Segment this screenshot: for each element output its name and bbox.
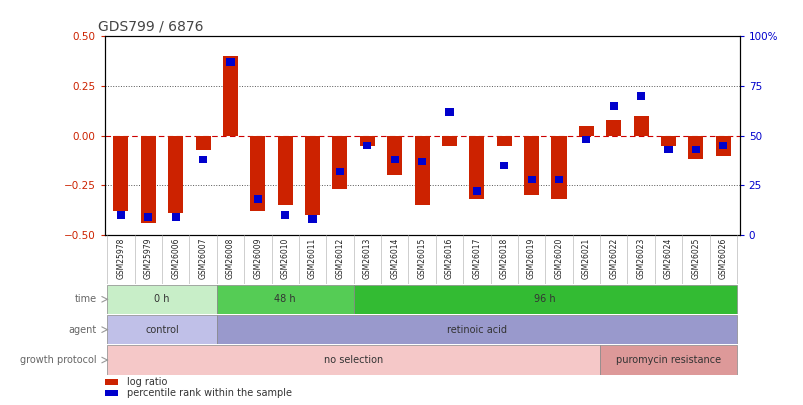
Text: GSM26021: GSM26021 xyxy=(581,237,590,279)
Bar xyxy=(581,136,589,143)
Text: GSM26010: GSM26010 xyxy=(280,237,289,279)
Bar xyxy=(599,345,736,375)
Bar xyxy=(168,136,183,213)
Bar xyxy=(442,136,456,146)
Text: GSM26018: GSM26018 xyxy=(499,237,508,279)
Text: 96 h: 96 h xyxy=(534,294,556,304)
Text: GSM26024: GSM26024 xyxy=(663,237,672,279)
Bar xyxy=(715,136,730,156)
Bar xyxy=(226,58,234,66)
Text: GSM26016: GSM26016 xyxy=(444,237,454,279)
Text: GSM26012: GSM26012 xyxy=(335,237,344,279)
Bar xyxy=(171,213,180,221)
Bar xyxy=(390,156,398,163)
Bar xyxy=(113,136,128,211)
Bar xyxy=(718,142,727,149)
Bar xyxy=(195,136,210,149)
Bar xyxy=(353,285,736,314)
Bar xyxy=(250,136,265,211)
Bar xyxy=(660,136,675,146)
Bar xyxy=(524,136,539,195)
Bar xyxy=(141,136,156,223)
Bar xyxy=(222,56,238,136)
Text: retinoic acid: retinoic acid xyxy=(446,325,506,335)
Bar xyxy=(116,211,125,219)
Text: percentile rank within the sample: percentile rank within the sample xyxy=(127,388,291,399)
Bar xyxy=(472,188,480,195)
Text: GSM26025: GSM26025 xyxy=(691,237,699,279)
Bar xyxy=(387,136,402,175)
Text: GSM25979: GSM25979 xyxy=(144,237,153,279)
Bar xyxy=(254,195,262,203)
Bar xyxy=(104,390,118,396)
Text: GSM26007: GSM26007 xyxy=(198,237,207,279)
Bar xyxy=(107,345,599,375)
Bar xyxy=(336,168,344,175)
Text: GSM26008: GSM26008 xyxy=(226,237,234,279)
Bar xyxy=(281,211,289,219)
Bar xyxy=(107,285,217,314)
Text: growth protocol: growth protocol xyxy=(20,355,96,365)
Bar xyxy=(304,136,320,215)
Bar xyxy=(360,136,374,146)
Text: 48 h: 48 h xyxy=(274,294,296,304)
Bar xyxy=(496,136,512,146)
Text: no selection: no selection xyxy=(324,355,383,365)
Bar xyxy=(217,285,353,314)
Text: time: time xyxy=(74,294,96,304)
Text: GSM26020: GSM26020 xyxy=(554,237,563,279)
Bar xyxy=(469,136,483,199)
Bar xyxy=(308,215,316,223)
Text: puromycin resistance: puromycin resistance xyxy=(615,355,720,365)
Text: agent: agent xyxy=(68,325,96,335)
Bar xyxy=(104,379,118,385)
Bar xyxy=(551,136,566,199)
Bar xyxy=(107,315,217,344)
Text: GSM26019: GSM26019 xyxy=(527,237,536,279)
Bar xyxy=(691,146,699,153)
Text: GSM26023: GSM26023 xyxy=(636,237,645,279)
Bar xyxy=(605,120,621,136)
Bar xyxy=(277,136,292,205)
Bar xyxy=(217,315,736,344)
Text: GSM26026: GSM26026 xyxy=(718,237,727,279)
Bar xyxy=(554,175,562,183)
Text: GSM26011: GSM26011 xyxy=(308,237,316,279)
Bar xyxy=(418,158,426,165)
Bar xyxy=(198,156,207,163)
Text: GSM25978: GSM25978 xyxy=(116,237,125,279)
Bar xyxy=(663,146,672,153)
Text: GSM26022: GSM26022 xyxy=(609,237,618,279)
Bar xyxy=(414,136,429,205)
Bar xyxy=(687,136,703,160)
Bar xyxy=(499,162,507,169)
Bar xyxy=(332,136,347,189)
Text: GSM26014: GSM26014 xyxy=(389,237,399,279)
Text: 0 h: 0 h xyxy=(154,294,169,304)
Bar xyxy=(609,102,617,110)
Bar xyxy=(633,116,648,136)
Text: GSM26009: GSM26009 xyxy=(253,237,262,279)
Bar xyxy=(144,213,153,221)
Text: GDS799 / 6876: GDS799 / 6876 xyxy=(98,20,203,34)
Text: GSM26015: GSM26015 xyxy=(417,237,426,279)
Bar xyxy=(445,108,453,116)
Bar xyxy=(636,92,645,100)
Bar xyxy=(527,175,535,183)
Text: control: control xyxy=(145,325,178,335)
Text: GSM26006: GSM26006 xyxy=(171,237,180,279)
Text: GSM26013: GSM26013 xyxy=(362,237,371,279)
Text: log ratio: log ratio xyxy=(127,377,167,387)
Bar xyxy=(363,142,371,149)
Text: GSM26017: GSM26017 xyxy=(472,237,481,279)
Bar xyxy=(578,126,593,136)
